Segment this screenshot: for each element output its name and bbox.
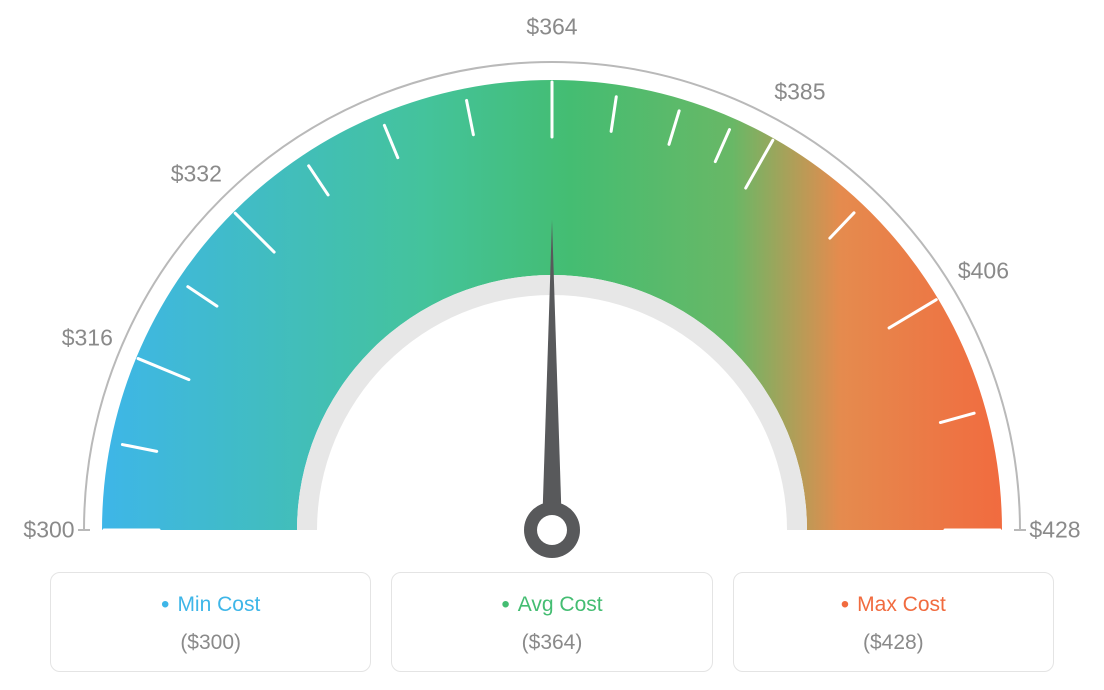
legend-min-value: ($300) [61, 631, 360, 655]
gauge-svg [0, 0, 1104, 560]
gauge-tick-label: $332 [171, 161, 222, 188]
gauge-tick-label: $406 [958, 258, 1009, 285]
gauge-tick-label: $316 [62, 324, 113, 351]
legend-avg-title: Avg Cost [402, 591, 701, 619]
legend-max-title: Max Cost [744, 591, 1043, 619]
legend-max-value: ($428) [744, 631, 1043, 655]
legend-avg-value: ($364) [402, 631, 701, 655]
gauge-tick-label: $300 [23, 517, 74, 544]
legend-min-card: Min Cost ($300) [50, 572, 371, 672]
legend-max-card: Max Cost ($428) [733, 572, 1054, 672]
cost-gauge: $300 $316 $332 $364 $385 $406 $428 [0, 0, 1104, 560]
gauge-tick-label: $428 [1029, 517, 1080, 544]
legend-avg-card: Avg Cost ($364) [391, 572, 712, 672]
legend-row: Min Cost ($300) Avg Cost ($364) Max Cost… [50, 572, 1054, 672]
legend-min-title: Min Cost [61, 591, 360, 619]
gauge-tick-label: $385 [774, 79, 825, 106]
gauge-tick-label: $364 [526, 14, 577, 41]
